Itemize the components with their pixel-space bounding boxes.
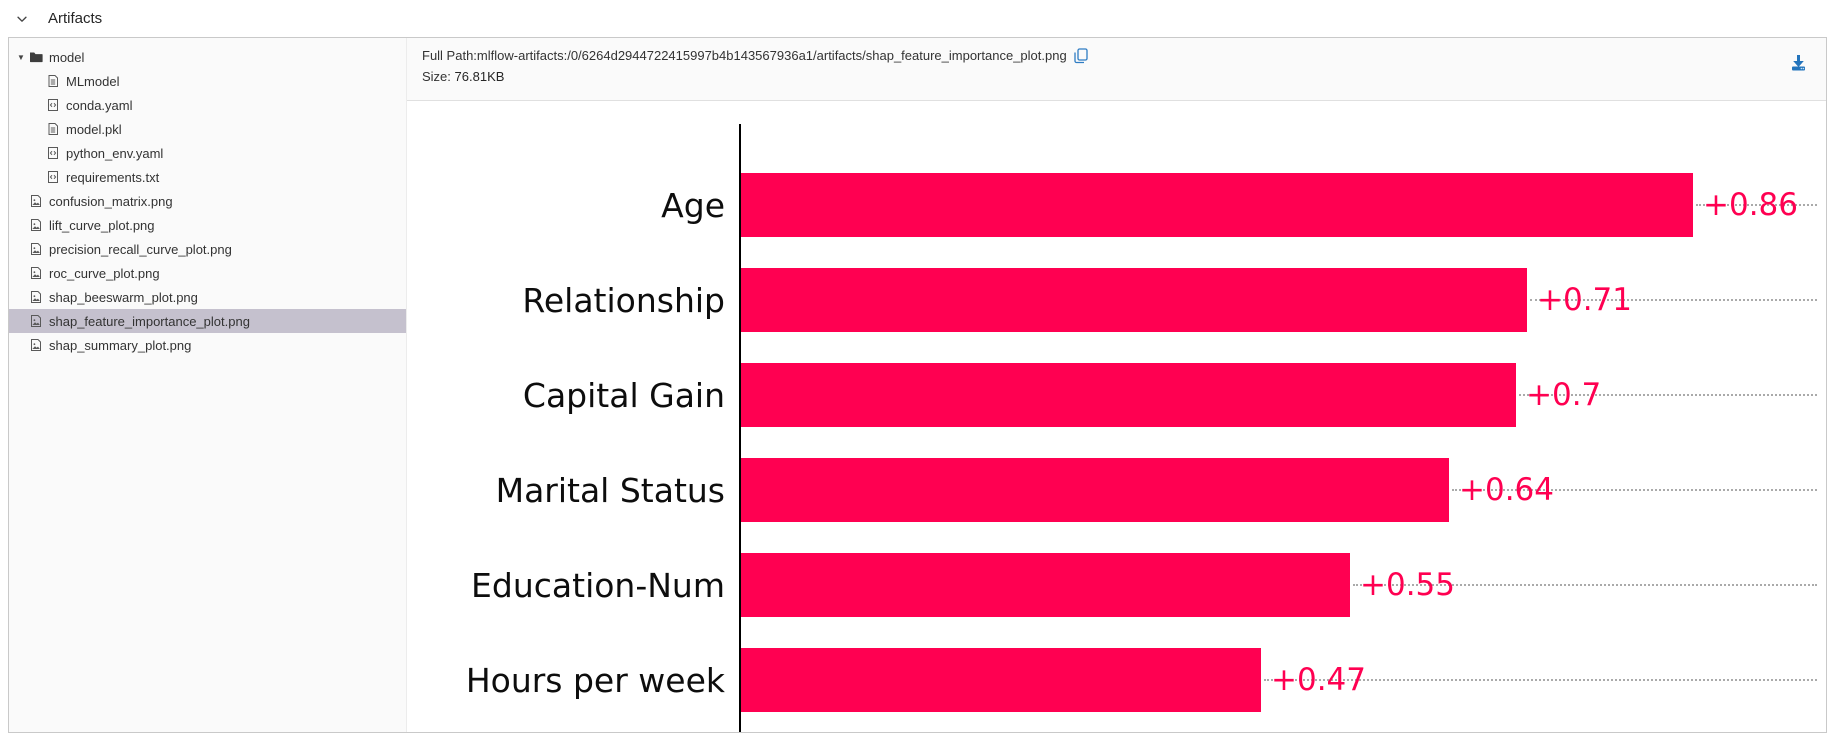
tree-item[interactable]: python_env.yaml — [9, 141, 406, 165]
chart-bar-row: Capital Gain +0.7 — [407, 363, 1826, 427]
dotted-leader-line — [1530, 299, 1817, 301]
tree-item[interactable]: precision_recall_curve_plot.png — [9, 237, 406, 261]
tree-item-label: model.pkl — [66, 121, 122, 137]
tree-item-label: model — [49, 49, 85, 65]
code-file-icon — [46, 146, 60, 160]
dotted-leader-line — [1353, 584, 1817, 586]
copy-icon[interactable] — [1074, 48, 1088, 64]
chart-value-label: +0.86 — [1703, 187, 1798, 223]
image-file-icon — [29, 266, 43, 280]
chart-category-label: Hours per week — [465, 660, 725, 700]
chart-category-label: Age — [661, 185, 725, 225]
shap-feature-importance-chart: Age +0.86 Relationship +0.71 Capital Gain +0.… — [407, 101, 1826, 732]
artifacts-section-header[interactable]: Artifacts — [0, 0, 1835, 37]
chart-category-label: Marital Status — [495, 470, 725, 510]
tree-item-label: confusion_matrix.png — [49, 193, 173, 209]
chart-value-label: +0.71 — [1537, 282, 1632, 318]
chart-bar-row: Marital Status +0.64 — [407, 458, 1826, 522]
dotted-leader-line — [1452, 489, 1817, 491]
tree-item-label: MLmodel — [66, 73, 120, 89]
tree-item[interactable]: shap_feature_importance_plot.png — [9, 309, 406, 333]
tree-item-label: python_env.yaml — [66, 145, 164, 161]
chart-category-label: Relationship — [522, 280, 725, 320]
tree-item-label: lift_curve_plot.png — [49, 217, 155, 233]
tree-item[interactable]: confusion_matrix.png — [9, 189, 406, 213]
image-file-icon — [29, 194, 43, 208]
chart-value-label: +0.7 — [1526, 377, 1602, 413]
dotted-leader-line — [1696, 204, 1817, 206]
tree-item-label: conda.yaml — [66, 97, 133, 113]
chart-bar-row: Education-Num +0.55 — [407, 553, 1826, 617]
tree-item[interactable]: MLmodel — [9, 69, 406, 93]
file-icon — [46, 122, 60, 136]
image-file-icon — [29, 290, 43, 304]
chart-bar-row: Age +0.86 — [407, 173, 1826, 237]
chart-bar — [741, 363, 1516, 427]
chart-value-label: +0.47 — [1271, 662, 1366, 698]
code-file-icon — [46, 170, 60, 184]
dotted-leader-line — [1264, 679, 1817, 681]
chevron-down-icon[interactable] — [14, 11, 30, 27]
chart-bar — [741, 553, 1350, 617]
artifact-info-header: Full Path: mlflow-artifacts:/0/6264d29447… — [407, 38, 1826, 101]
tree-item[interactable]: conda.yaml — [9, 93, 406, 117]
chart-category-label: Education-Num — [471, 565, 725, 605]
image-file-icon — [29, 338, 43, 352]
full-path-value: mlflow-artifacts:/0/6264d2944722415997b4… — [476, 48, 1067, 63]
chart-bar — [741, 648, 1261, 712]
download-button[interactable] — [1786, 50, 1810, 74]
image-file-icon — [29, 242, 43, 256]
tree-item-label: shap_feature_importance_plot.png — [49, 313, 250, 329]
caret-down-icon[interactable]: ▼ — [17, 52, 25, 62]
code-file-icon — [46, 98, 60, 112]
tree-item[interactable]: ▼ model — [9, 45, 406, 69]
file-icon — [46, 74, 60, 88]
chart-value-label: +0.64 — [1459, 472, 1554, 508]
chart-value-label: +0.55 — [1360, 567, 1455, 603]
image-file-icon — [29, 314, 43, 328]
tree-item[interactable]: shap_beeswarm_plot.png — [9, 285, 406, 309]
tree-item-label: roc_curve_plot.png — [49, 265, 160, 281]
image-file-icon — [29, 218, 43, 232]
chart-y-axis — [739, 124, 741, 732]
section-title: Artifacts — [48, 10, 103, 27]
tree-item-label: shap_beeswarm_plot.png — [49, 289, 198, 305]
chart-bar-row: Hours per week +0.47 — [407, 648, 1826, 712]
tree-item-label: shap_summary_plot.png — [49, 337, 192, 353]
artifact-tree: ▼ model MLmodel conda.yaml model.pkl python_e… — [9, 38, 407, 732]
tree-item[interactable]: lift_curve_plot.png — [9, 213, 406, 237]
tree-item-label: precision_recall_curve_plot.png — [49, 241, 232, 257]
chart-bar — [741, 173, 1693, 237]
tree-item[interactable]: shap_summary_plot.png — [9, 333, 406, 357]
artifact-preview-pane: Full Path: mlflow-artifacts:/0/6264d29447… — [407, 38, 1826, 732]
chart-bar — [741, 458, 1449, 522]
chart-bar-row: Relationship +0.71 — [407, 268, 1826, 332]
tree-item[interactable]: model.pkl — [9, 117, 406, 141]
artifact-viewer-panel: ▼ model MLmodel conda.yaml model.pkl python_e… — [8, 37, 1827, 733]
tree-item[interactable]: roc_curve_plot.png — [9, 261, 406, 285]
full-path-label: Full Path: — [422, 48, 477, 63]
dotted-leader-line — [1519, 394, 1817, 396]
tree-item-label: requirements.txt — [66, 169, 160, 185]
folder-icon — [29, 50, 43, 64]
tree-item[interactable]: requirements.txt — [9, 165, 406, 189]
chart-category-label: Capital Gain — [522, 375, 725, 415]
size-label: Size: — [422, 69, 451, 84]
size-value: 76.81KB — [454, 69, 505, 84]
chart-bar — [741, 268, 1527, 332]
